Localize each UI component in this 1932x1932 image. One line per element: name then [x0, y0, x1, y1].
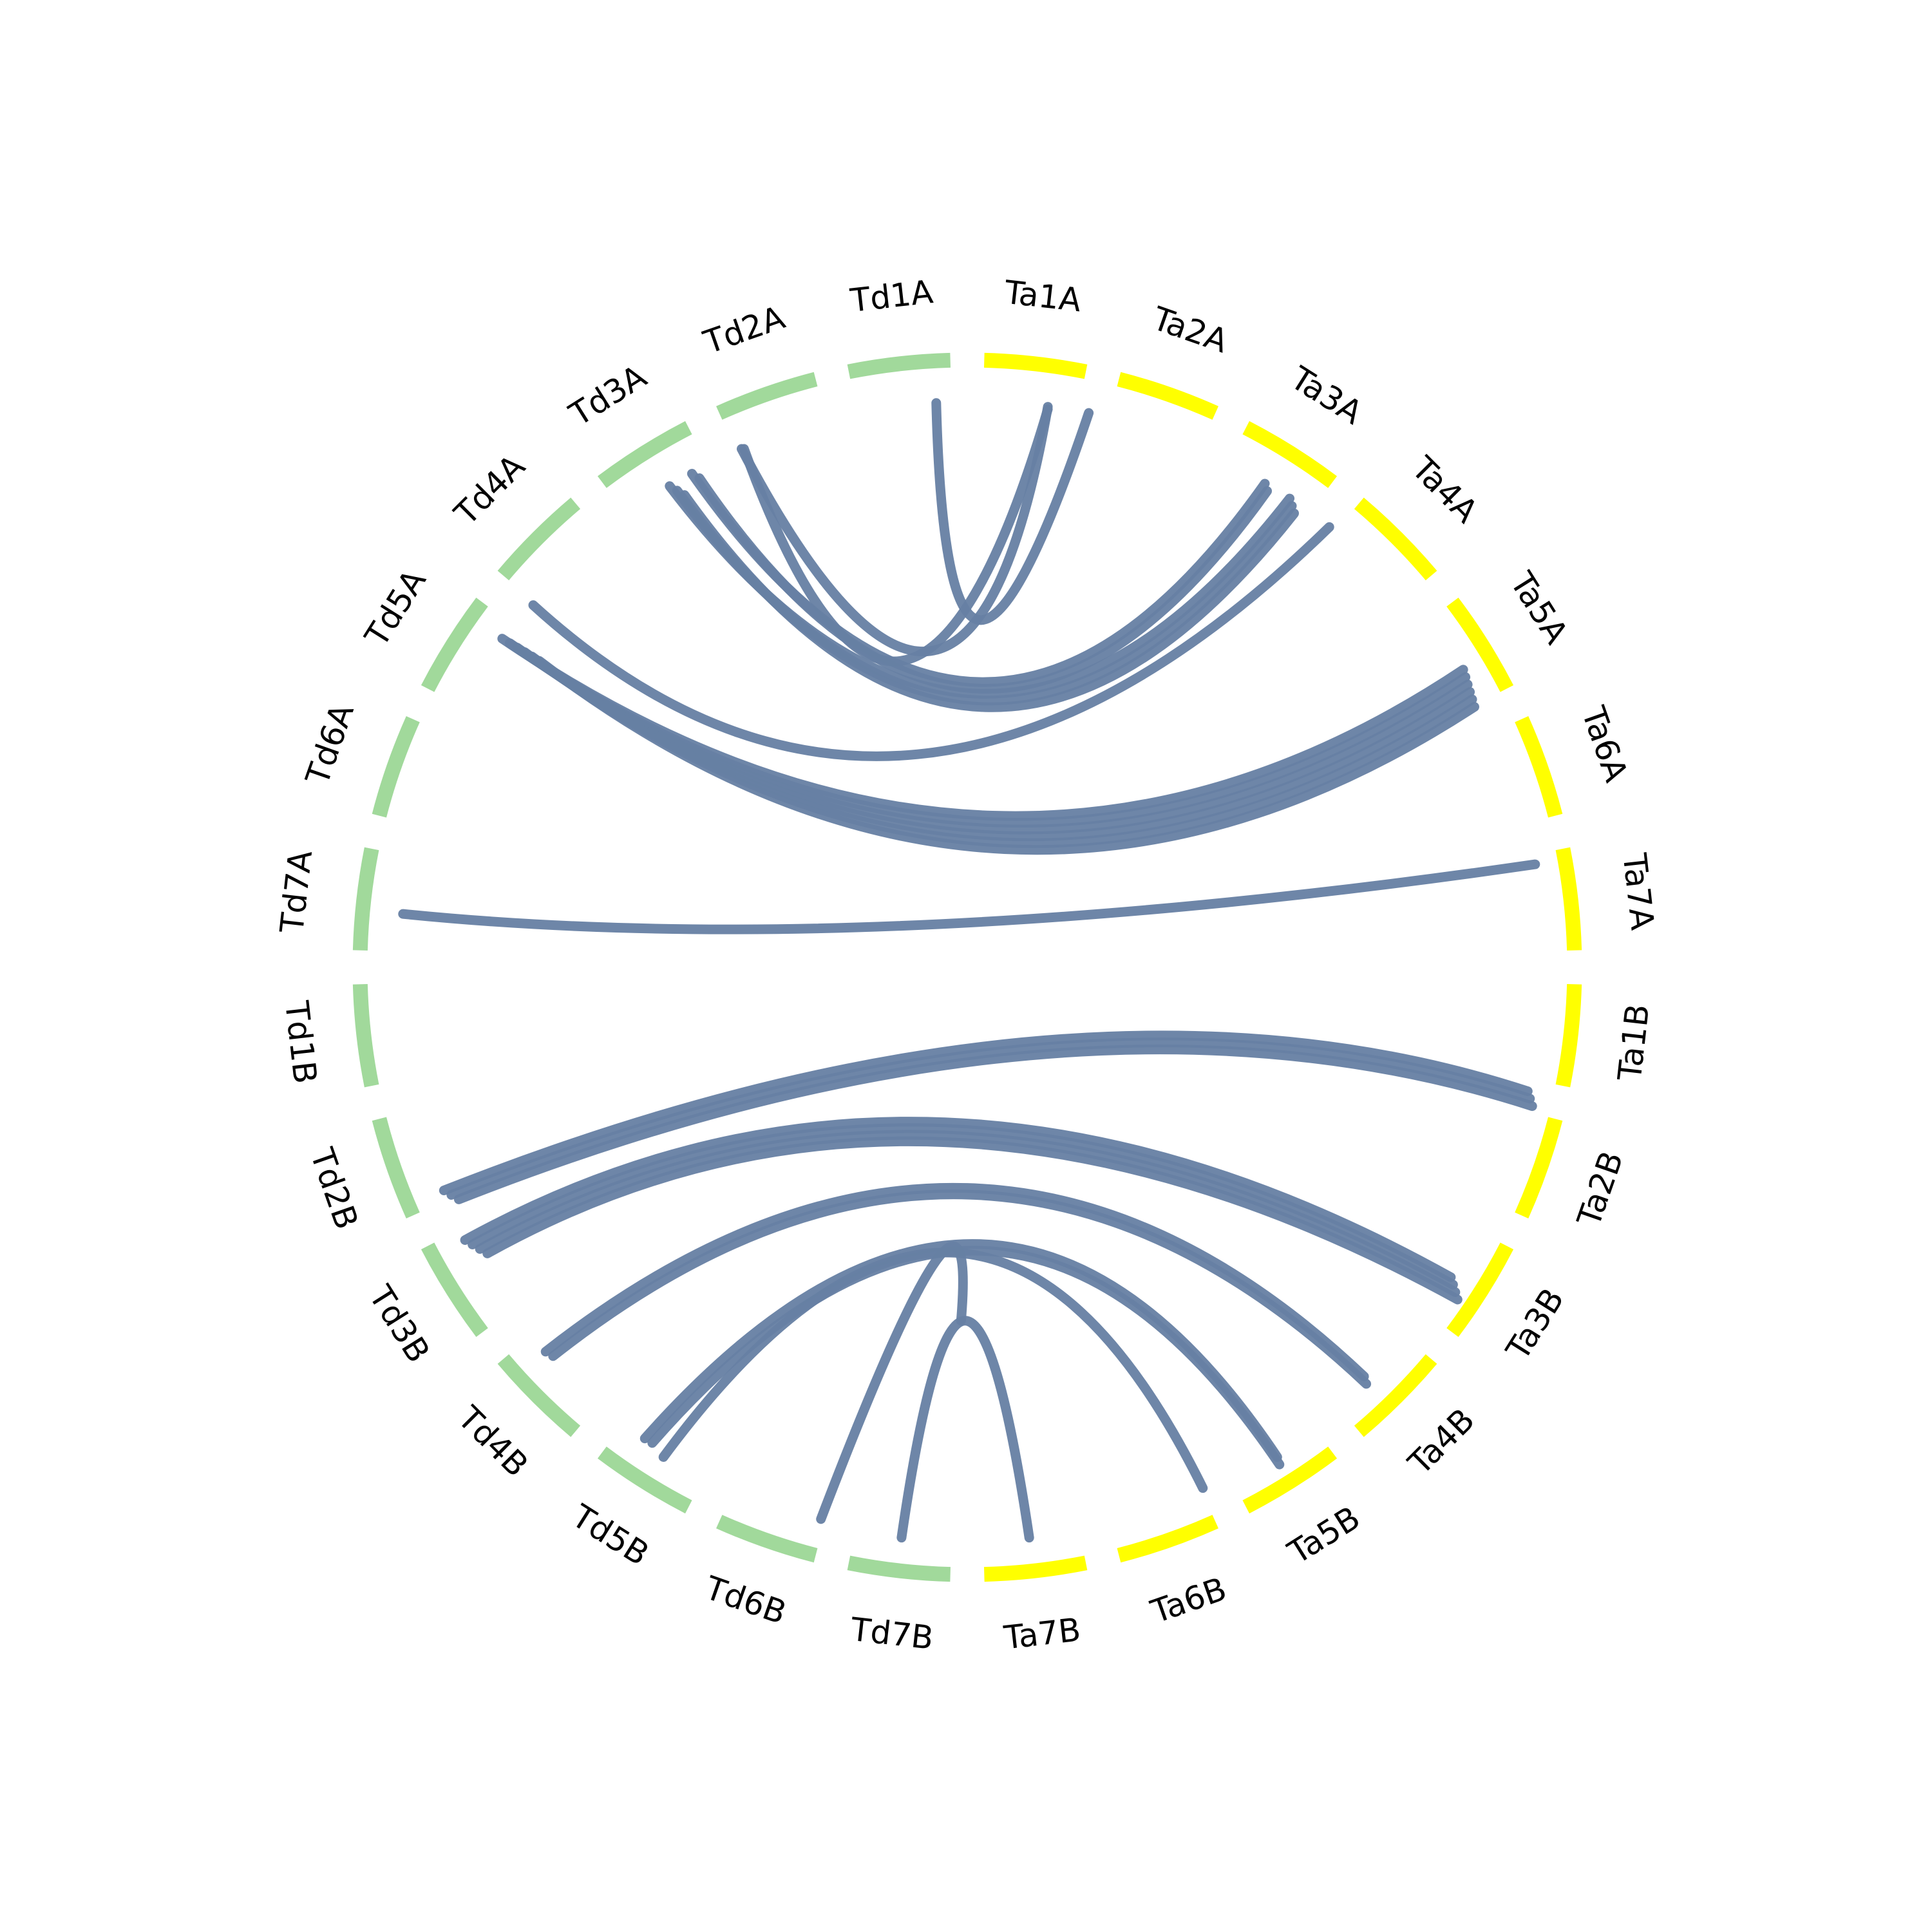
segment-label: Ta2A	[1148, 299, 1233, 360]
segment-label: Ta5B	[1281, 1499, 1366, 1572]
segment-label: Ta5A	[1502, 565, 1575, 650]
segment	[597, 1446, 692, 1514]
segment	[716, 1515, 818, 1563]
segment	[421, 597, 488, 692]
segment	[597, 421, 692, 488]
segment-label: Td4A	[447, 448, 532, 533]
segment	[1446, 1242, 1514, 1338]
segment-label: Td5B	[565, 1497, 655, 1573]
segment-label: Ta3B	[1499, 1282, 1571, 1367]
segment	[716, 372, 818, 420]
segment	[1117, 372, 1218, 420]
link	[694, 473, 1273, 694]
segment	[421, 1242, 488, 1338]
segment-label: Td6A	[298, 699, 361, 790]
link	[679, 490, 1299, 712]
segment	[352, 847, 379, 951]
segment-label: Td7B	[848, 1611, 935, 1657]
link	[453, 1045, 1537, 1204]
segment-label: Td5A	[357, 563, 433, 653]
segment	[352, 984, 379, 1088]
segment-label: Td1A	[848, 273, 935, 319]
segment-label: Ta1A	[1002, 274, 1083, 319]
segment-label: Td4B	[450, 1399, 536, 1484]
segment-label: Td3A	[563, 358, 653, 434]
segment	[984, 1555, 1088, 1582]
link	[439, 1030, 1533, 1196]
link	[398, 859, 1540, 934]
link	[540, 1182, 1369, 1381]
link	[528, 522, 1334, 761]
segment-label: Ta7A	[1615, 851, 1661, 932]
segment	[1555, 847, 1582, 951]
segment-label: Td6B	[700, 1569, 791, 1631]
segment	[1446, 597, 1514, 692]
segment	[372, 716, 420, 818]
segment	[847, 1555, 951, 1582]
links	[398, 398, 1540, 1543]
segment-label: Ta3A	[1283, 359, 1368, 431]
segment	[1242, 1446, 1338, 1514]
segment-label: Ta4B	[1401, 1401, 1482, 1482]
segment-label: Td1B	[278, 999, 324, 1086]
segment-label: Td3B	[361, 1278, 437, 1368]
segment	[847, 352, 951, 379]
segment	[1354, 497, 1437, 581]
segment-label: Ta2B	[1570, 1146, 1631, 1231]
segment-label: Ta6A	[1574, 701, 1634, 786]
segment	[497, 497, 581, 581]
segment-label: Td2B	[303, 1143, 365, 1234]
link	[475, 1130, 1461, 1297]
link	[896, 1316, 1034, 1543]
segment-label: Ta1B	[1611, 1002, 1656, 1083]
segment	[984, 352, 1088, 379]
link	[460, 1117, 1456, 1282]
segment	[1515, 1117, 1563, 1218]
link	[446, 1037, 1535, 1200]
link	[647, 1245, 1285, 1470]
segment	[372, 1117, 420, 1218]
segment	[1515, 716, 1563, 818]
segment-label: Td7A	[273, 849, 319, 936]
link	[482, 1136, 1463, 1305]
link	[548, 1189, 1372, 1389]
segment-label: Ta7B	[1001, 1611, 1083, 1656]
segment-label: Td2A	[699, 299, 790, 361]
segment-label: Ta6B	[1146, 1570, 1231, 1631]
segment	[1242, 421, 1338, 488]
segment	[1117, 1515, 1218, 1563]
link	[535, 656, 1479, 855]
segment	[497, 1354, 581, 1437]
segment-label: Ta4A	[1404, 449, 1485, 530]
link	[816, 1241, 968, 1524]
segment	[1354, 1354, 1437, 1437]
segment	[1555, 984, 1582, 1088]
link	[468, 1123, 1458, 1290]
